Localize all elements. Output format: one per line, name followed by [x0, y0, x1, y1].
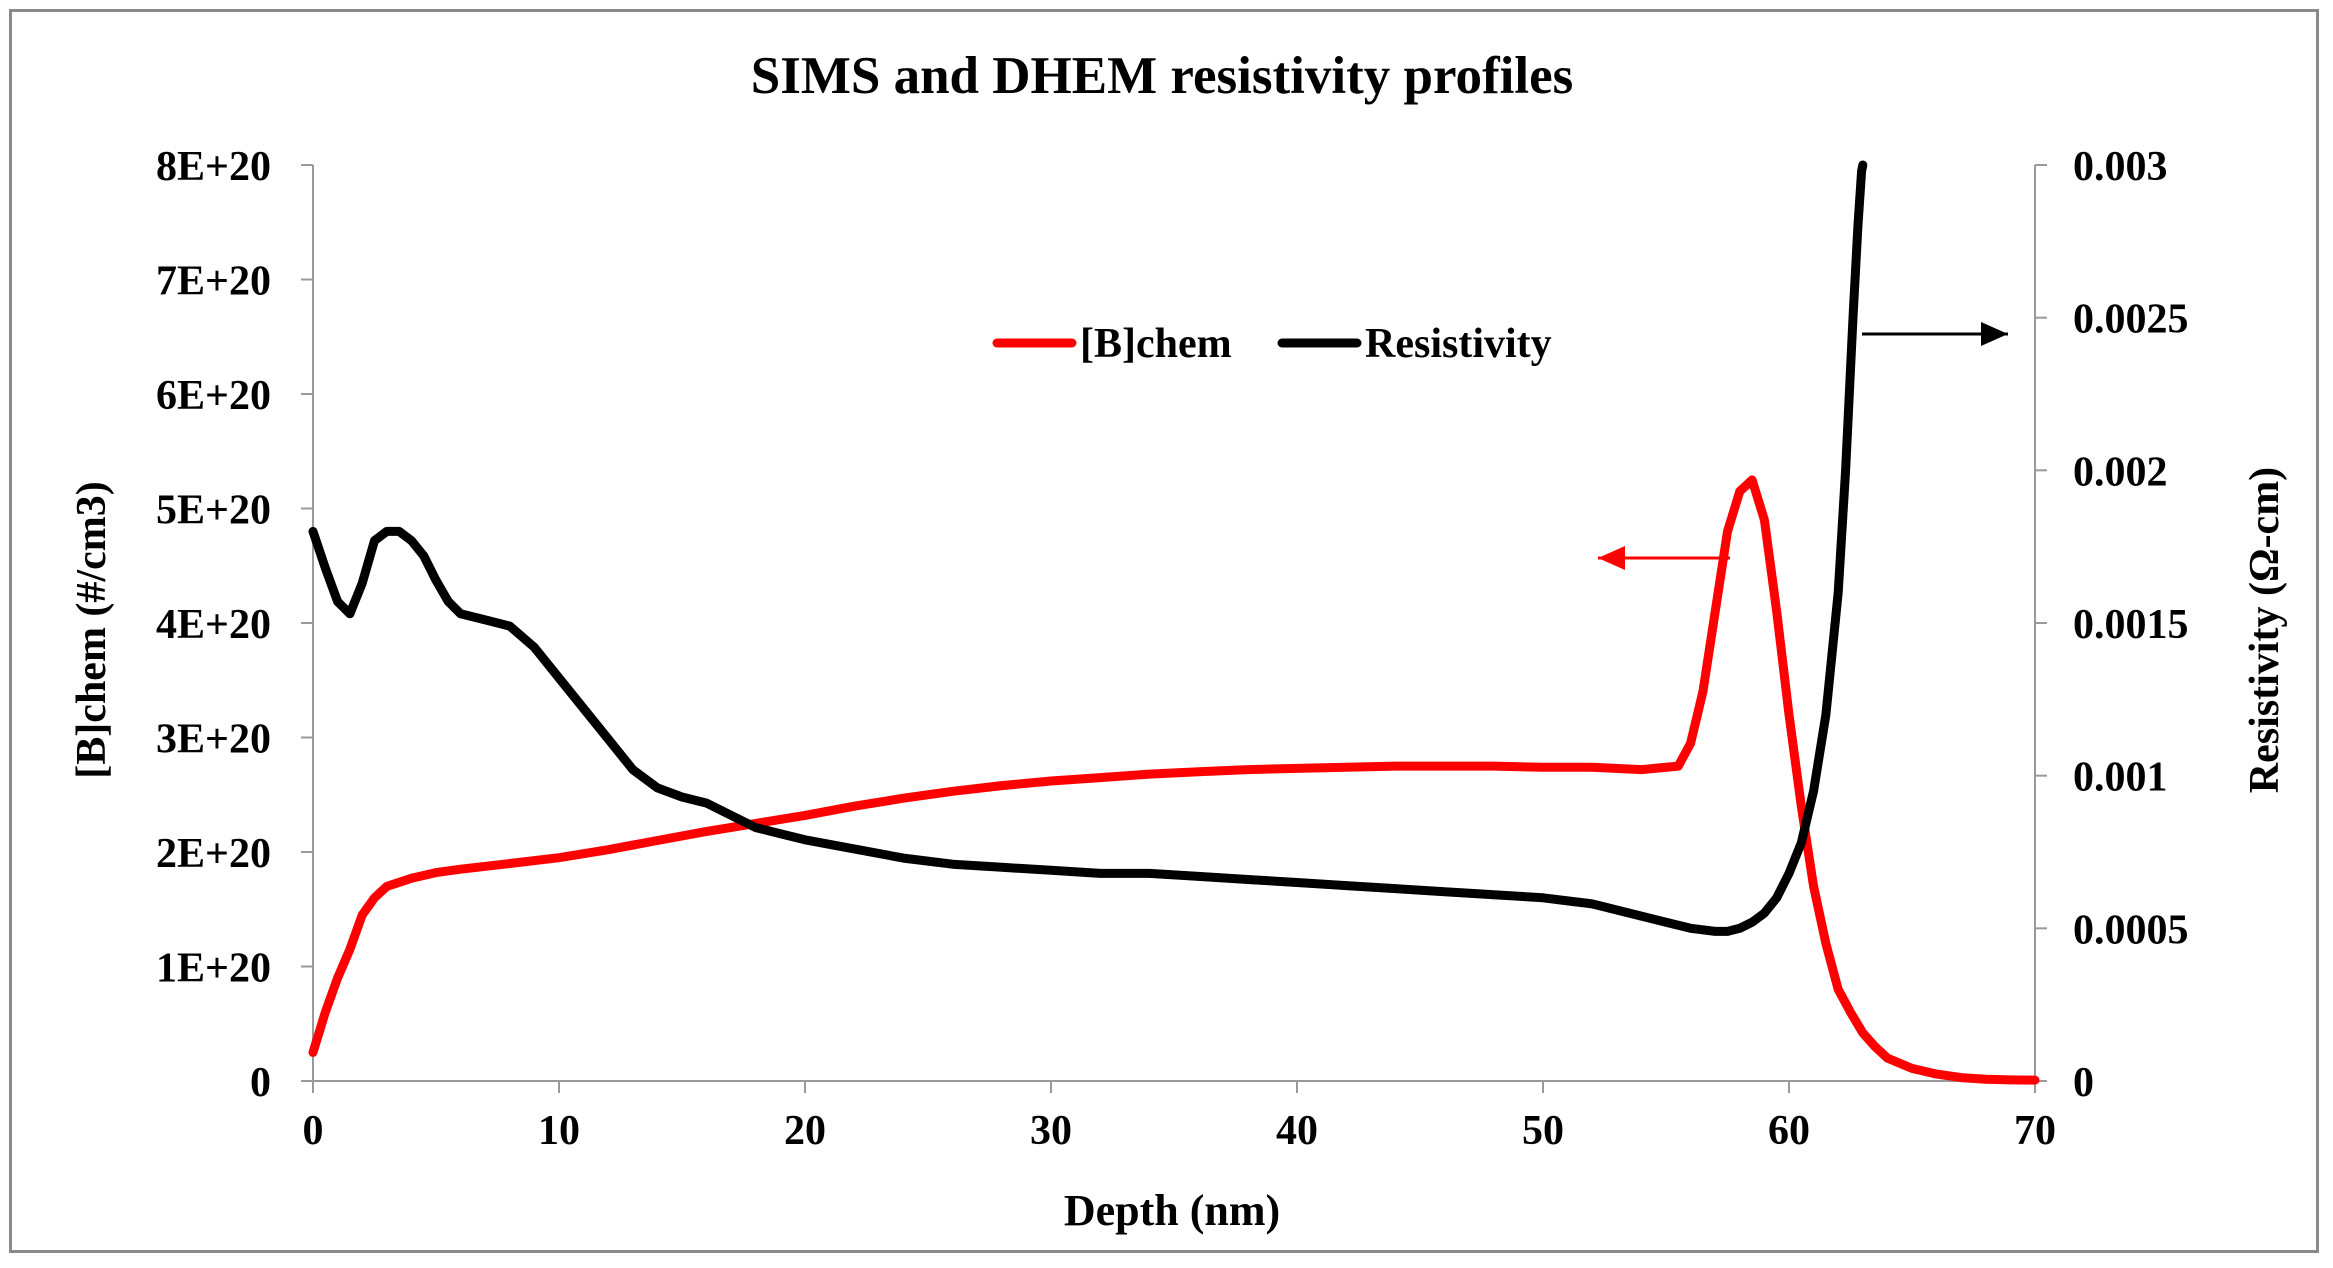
right-axis-label: Resistivity (Ω-cm): [2242, 467, 2288, 793]
x-tick-label: 60: [1768, 1108, 1810, 1154]
x-tick-label: 30: [1030, 1108, 1072, 1154]
right-tick-label: 0.0025: [2073, 297, 2189, 343]
legend-label-resistivity: Resistivity: [1365, 321, 1552, 367]
right-tick-label: 0.0005: [2073, 907, 2189, 953]
x-axis-label: Depth (nm): [1064, 1186, 1280, 1235]
right-tick-label: 0.002: [2073, 449, 2168, 495]
chart-frame: [9, 9, 2319, 1253]
left-tick-label: 7E+20: [156, 259, 271, 305]
x-tick-label: 70: [2014, 1108, 2056, 1154]
legend-label-bchem: [B]chem: [1080, 321, 1232, 367]
x-tick-label: 10: [538, 1108, 580, 1154]
right-tick-label: 0.003: [2073, 144, 2168, 190]
series-line-resistivity: [308, 160, 1868, 936]
right-tick-label: 0: [2073, 1060, 2094, 1106]
x-tick-label: 40: [1276, 1108, 1318, 1154]
left-axis-label: [B]chem (#/cm3): [69, 481, 115, 778]
left-tick-label: 2E+20: [156, 831, 271, 877]
right-tick-label: 0.001: [2073, 755, 2168, 801]
left-tick-label: 4E+20: [156, 602, 271, 648]
x-tick-label: 0: [303, 1108, 324, 1154]
series-line-b-chem: [308, 475, 2040, 1085]
chart-title: SIMS and DHEM resistivity profiles: [751, 47, 1574, 105]
legend: [B]chem Resistivity: [992, 321, 1552, 367]
x-tick-label: 50: [1522, 1108, 1564, 1154]
left-tick-label: 5E+20: [156, 488, 271, 534]
left-tick-label: 8E+20: [156, 144, 271, 190]
left-tick-label: 1E+20: [156, 946, 271, 992]
left-tick-label: 6E+20: [156, 373, 271, 419]
x-tick-label: 20: [784, 1108, 826, 1154]
left-tick-label: 3E+20: [156, 717, 271, 763]
left-tick-label: 0: [250, 1060, 271, 1106]
right-tick-label: 0.0015: [2073, 602, 2189, 648]
